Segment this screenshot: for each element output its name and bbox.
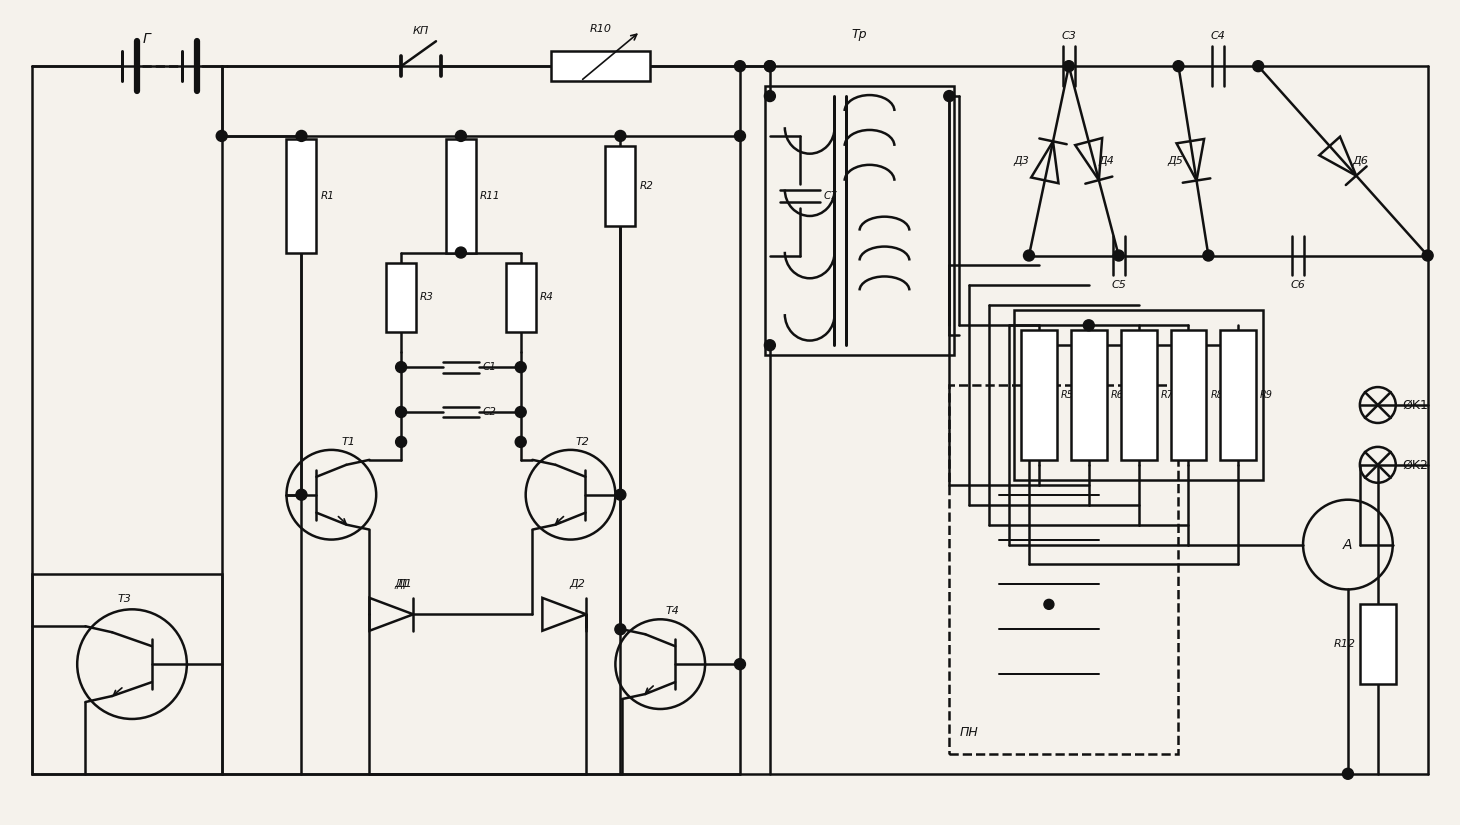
Text: T1: T1	[342, 437, 355, 447]
Text: ПН: ПН	[959, 726, 978, 739]
Text: T2: T2	[575, 437, 590, 447]
Circle shape	[296, 489, 307, 500]
Text: Тр: Тр	[851, 28, 867, 41]
Text: Д4: Д4	[1099, 156, 1114, 166]
Bar	[765, 86, 955, 356]
Text: R9: R9	[1260, 390, 1273, 400]
Circle shape	[765, 340, 775, 351]
Text: КП: КП	[413, 26, 429, 36]
Text: R12: R12	[1334, 639, 1356, 649]
Text: R11: R11	[480, 191, 501, 200]
Circle shape	[943, 91, 955, 101]
Bar	[1359, 605, 1396, 684]
Circle shape	[456, 247, 466, 258]
Bar	[505, 262, 536, 332]
Bar	[550, 51, 650, 81]
Circle shape	[396, 361, 406, 373]
Text: C7: C7	[823, 191, 838, 200]
Circle shape	[1253, 61, 1264, 72]
Text: C2: C2	[483, 407, 496, 417]
Circle shape	[515, 407, 526, 417]
Text: Д2: Д2	[569, 579, 585, 589]
Circle shape	[1172, 61, 1184, 72]
Text: Д3: Д3	[1013, 156, 1029, 166]
Bar	[1121, 330, 1156, 460]
Circle shape	[1044, 600, 1054, 610]
Bar	[1015, 310, 1263, 480]
Bar	[445, 139, 476, 252]
Circle shape	[396, 436, 406, 447]
Circle shape	[734, 658, 746, 670]
Bar	[1021, 330, 1057, 460]
Bar	[949, 385, 1178, 754]
Circle shape	[1023, 250, 1035, 261]
Text: A: A	[1343, 538, 1352, 552]
Circle shape	[1113, 250, 1124, 261]
Text: R7: R7	[1161, 390, 1174, 400]
Text: Д5: Д5	[1168, 156, 1184, 166]
Text: R10: R10	[590, 24, 612, 35]
Circle shape	[515, 361, 526, 373]
Text: C6: C6	[1291, 280, 1305, 290]
Circle shape	[615, 489, 626, 500]
Circle shape	[216, 130, 228, 141]
Text: ØK1: ØK1	[1403, 398, 1428, 412]
Text: T3: T3	[117, 594, 131, 605]
Circle shape	[765, 91, 775, 101]
Circle shape	[396, 407, 406, 417]
Bar	[1070, 330, 1107, 460]
Text: R2: R2	[639, 181, 653, 191]
Text: R6: R6	[1111, 390, 1124, 400]
Circle shape	[615, 624, 626, 634]
Circle shape	[1422, 250, 1434, 261]
Text: ØK2: ØK2	[1403, 459, 1428, 471]
Text: T4: T4	[666, 606, 679, 616]
Circle shape	[456, 130, 466, 141]
Bar	[606, 146, 635, 225]
Text: Д1: Д1	[394, 579, 409, 589]
Bar	[32, 574, 222, 774]
Circle shape	[1063, 61, 1075, 72]
Bar	[385, 262, 416, 332]
Circle shape	[515, 436, 526, 447]
Bar	[1221, 330, 1256, 460]
Bar	[1171, 330, 1206, 460]
Circle shape	[734, 130, 746, 141]
Text: Д1: Д1	[396, 579, 412, 589]
Circle shape	[734, 61, 746, 72]
Text: C4: C4	[1210, 31, 1226, 41]
Text: C3: C3	[1061, 31, 1076, 41]
Text: Г: Г	[143, 32, 150, 46]
Circle shape	[296, 130, 307, 141]
Circle shape	[1083, 320, 1094, 331]
Text: R8: R8	[1210, 390, 1223, 400]
Text: Д6: Д6	[1353, 156, 1369, 166]
Text: C5: C5	[1111, 280, 1126, 290]
Circle shape	[1203, 250, 1213, 261]
Text: R3: R3	[420, 292, 434, 303]
Text: C1: C1	[483, 362, 496, 372]
Circle shape	[765, 61, 775, 72]
Text: R1: R1	[320, 191, 334, 200]
Circle shape	[615, 130, 626, 141]
Text: R5: R5	[1061, 390, 1075, 400]
Text: R4: R4	[540, 292, 553, 303]
Circle shape	[1342, 768, 1353, 780]
Bar	[286, 139, 317, 252]
Circle shape	[765, 61, 775, 72]
